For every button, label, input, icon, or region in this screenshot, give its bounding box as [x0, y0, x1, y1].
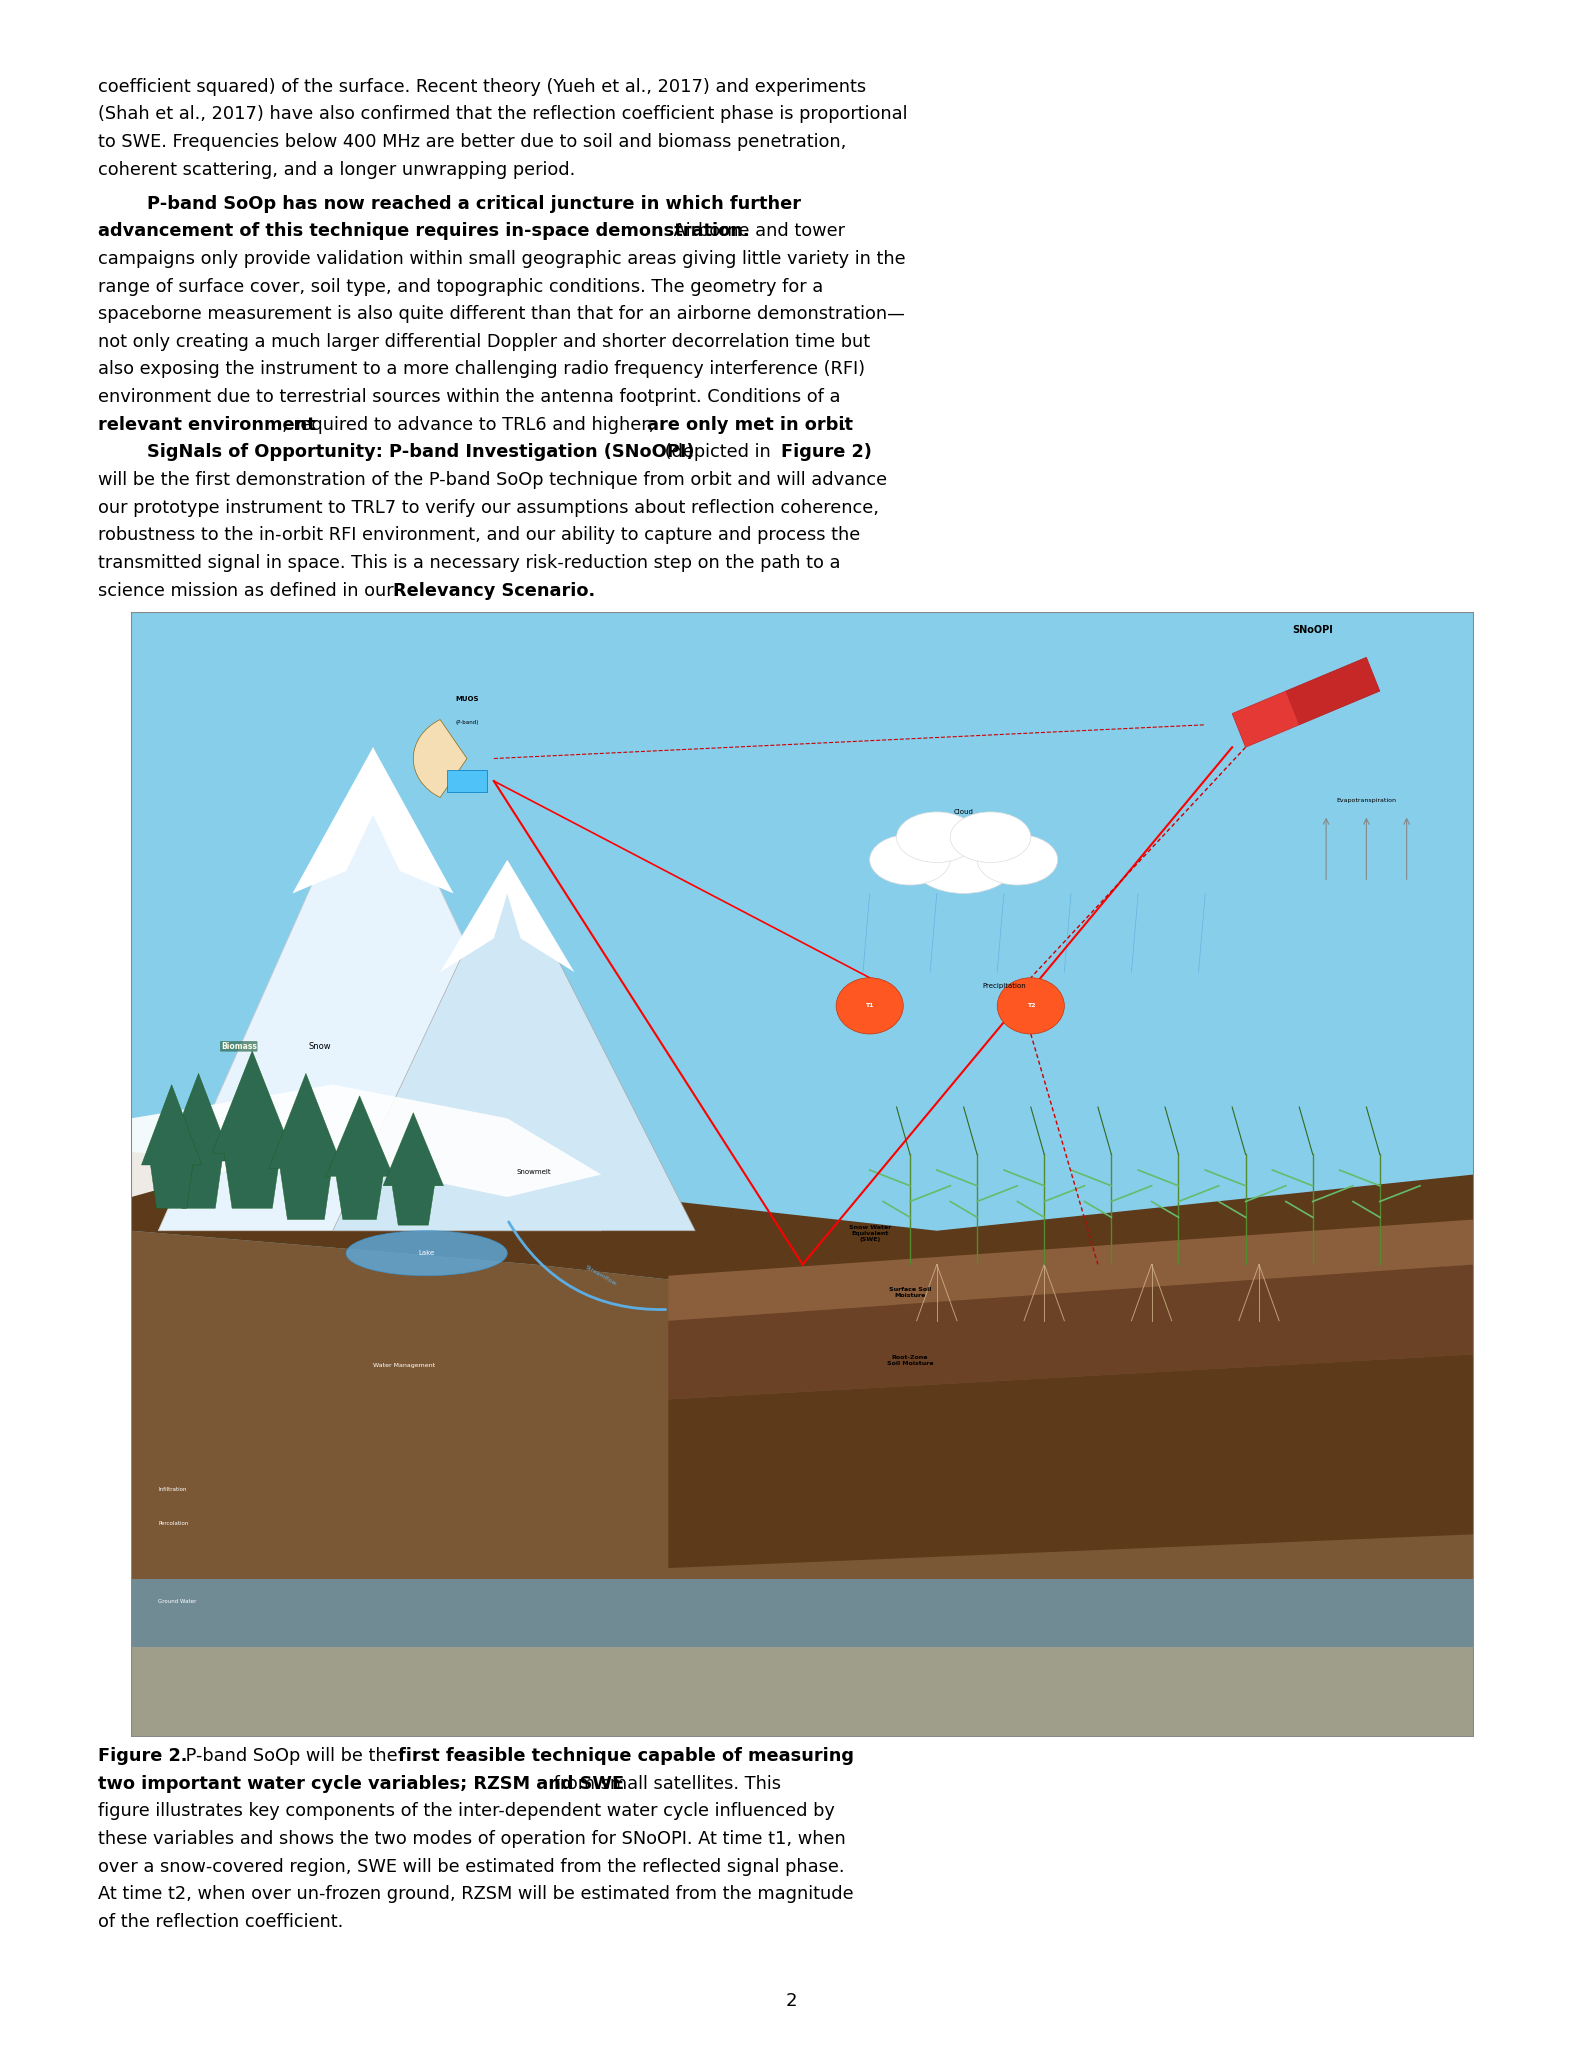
Text: Snowmelt: Snowmelt	[516, 1169, 551, 1174]
Text: coefficient squared) of the surface. Recent theory (Yueh et al., 2017) and exper: coefficient squared) of the surface. Rec…	[98, 78, 866, 96]
Ellipse shape	[950, 811, 1031, 862]
Ellipse shape	[896, 811, 977, 862]
Text: environment due to terrestrial sources within the antenna footprint. Conditions : environment due to terrestrial sources w…	[98, 387, 841, 406]
Text: figure illustrates key components of the inter-dependent water cycle influenced : figure illustrates key components of the…	[98, 1802, 834, 1821]
Polygon shape	[131, 1085, 602, 1196]
Polygon shape	[383, 1112, 443, 1225]
Text: not only creating a much larger differential Doppler and shorter decorrelation t: not only creating a much larger differen…	[98, 332, 869, 350]
Polygon shape	[212, 1051, 293, 1208]
Text: Precipitation: Precipitation	[981, 983, 1026, 989]
Bar	[131, 1579, 1474, 1647]
Text: Snow Water
Equivalent
(SWE): Snow Water Equivalent (SWE)	[848, 1225, 891, 1241]
Text: Percolation: Percolation	[158, 1520, 188, 1526]
Text: MUOS: MUOS	[456, 696, 478, 702]
Text: Airborne and tower: Airborne and tower	[668, 221, 845, 240]
Ellipse shape	[977, 834, 1057, 885]
Text: T1: T1	[866, 1004, 874, 1008]
Text: from small satellites. This: from small satellites. This	[548, 1774, 782, 1792]
Text: 2: 2	[785, 1993, 798, 2009]
Ellipse shape	[869, 834, 950, 885]
Polygon shape	[1285, 657, 1380, 725]
Text: range of surface cover, soil type, and topographic conditions. The geometry for : range of surface cover, soil type, and t…	[98, 276, 823, 295]
Polygon shape	[293, 748, 454, 893]
Polygon shape	[668, 1219, 1474, 1321]
Text: our prototype instrument to TRL7 to verify our assumptions about reflection cohe: our prototype instrument to TRL7 to veri…	[98, 498, 879, 516]
Polygon shape	[440, 860, 575, 973]
Text: coherent scattering, and a longer unwrapping period.: coherent scattering, and a longer unwrap…	[98, 160, 575, 178]
Text: SigNals of Opportunity: P-band Investigation (SNoOPI): SigNals of Opportunity: P-band Investiga…	[98, 442, 695, 461]
FancyArrowPatch shape	[508, 1223, 665, 1309]
Polygon shape	[668, 1264, 1474, 1399]
Text: , required to advance to TRL6 and higher,: , required to advance to TRL6 and higher…	[282, 416, 660, 434]
Polygon shape	[141, 1085, 203, 1208]
Text: .: .	[841, 416, 845, 434]
Circle shape	[836, 977, 904, 1034]
Text: of the reflection coefficient.: of the reflection coefficient.	[98, 1913, 344, 1931]
Ellipse shape	[347, 1231, 507, 1276]
Text: Ground Water: Ground Water	[158, 1599, 196, 1604]
Polygon shape	[326, 1096, 393, 1219]
Polygon shape	[158, 748, 602, 1231]
Text: spaceborne measurement is also quite different than that for an airborne demonst: spaceborne measurement is also quite dif…	[98, 305, 904, 324]
Text: Evapotranspiration: Evapotranspiration	[1336, 799, 1396, 803]
Bar	[446, 770, 488, 793]
Polygon shape	[269, 1073, 344, 1219]
Circle shape	[997, 977, 1064, 1034]
Text: Infiltration: Infiltration	[158, 1487, 187, 1491]
Text: Biomass: Biomass	[222, 1042, 256, 1051]
Polygon shape	[1232, 690, 1300, 748]
Text: Cloud: Cloud	[953, 809, 974, 815]
Text: transmitted signal in space. This is a necessary risk-reduction step on the path: transmitted signal in space. This is a n…	[98, 553, 841, 571]
Text: P-band SoOp has now reached a critical juncture in which further: P-band SoOp has now reached a critical j…	[98, 195, 801, 213]
Text: P-band SoOp will be the: P-band SoOp will be the	[180, 1747, 404, 1765]
Text: (P-band): (P-band)	[456, 719, 478, 725]
Polygon shape	[668, 1354, 1474, 1569]
Text: two important water cycle variables; RZSM and SWE: two important water cycle variables; RZS…	[98, 1774, 624, 1792]
Text: Lake: Lake	[418, 1249, 435, 1255]
Text: also exposing the instrument to a more challenging radio frequency interference : also exposing the instrument to a more c…	[98, 360, 864, 379]
Text: T2: T2	[1026, 1004, 1035, 1008]
Text: over a snow-covered region, SWE will be estimated from the reflected signal phas: over a snow-covered region, SWE will be …	[98, 1858, 844, 1876]
Text: Figure 2): Figure 2)	[780, 442, 872, 461]
Text: Water Management: Water Management	[374, 1364, 435, 1368]
Polygon shape	[332, 860, 695, 1231]
Wedge shape	[413, 719, 467, 797]
Text: SNoOPI: SNoOPI	[1292, 625, 1333, 635]
Text: these variables and shows the two modes of operation for SNoOPI. At time t1, whe: these variables and shows the two modes …	[98, 1831, 845, 1847]
Text: are only met in orbit: are only met in orbit	[647, 416, 853, 434]
Text: science mission as defined in our: science mission as defined in our	[98, 582, 399, 600]
Text: At time t2, when over un-frozen ground, RZSM will be estimated from the magnitud: At time t2, when over un-frozen ground, …	[98, 1884, 853, 1903]
Text: will be the first demonstration of the P-band SoOp technique from orbit and will: will be the first demonstration of the P…	[98, 471, 886, 489]
Polygon shape	[165, 1073, 233, 1208]
Text: to SWE. Frequencies below 400 MHz are better due to soil and biomass penetration: to SWE. Frequencies below 400 MHz are be…	[98, 133, 845, 152]
Text: campaigns only provide validation within small geographic areas giving little va: campaigns only provide validation within…	[98, 250, 905, 268]
Polygon shape	[131, 1153, 1474, 1309]
Text: (Shah et al., 2017) have also confirmed that the reflection coefficient phase is: (Shah et al., 2017) have also confirmed …	[98, 104, 907, 123]
Text: Figure 2.: Figure 2.	[98, 1747, 187, 1765]
Text: robustness to the in-orbit RFI environment, and our ability to capture and proce: robustness to the in-orbit RFI environme…	[98, 526, 860, 545]
Text: Relevancy Scenario.: Relevancy Scenario.	[394, 582, 595, 600]
Text: first feasible technique capable of measuring: first feasible technique capable of meas…	[397, 1747, 853, 1765]
Text: Streamflow: Streamflow	[584, 1266, 617, 1286]
Bar	[131, 612, 1474, 1399]
Text: (depicted in: (depicted in	[659, 442, 776, 461]
Ellipse shape	[910, 825, 1018, 893]
Text: Snow: Snow	[309, 1042, 331, 1051]
Text: advancement of this technique requires in-space demonstration.: advancement of this technique requires i…	[98, 221, 749, 240]
Text: Root-Zone
Soil Moisture: Root-Zone Soil Moisture	[886, 1356, 934, 1366]
Text: relevant environment: relevant environment	[98, 416, 315, 434]
Bar	[131, 1647, 1474, 1737]
Polygon shape	[131, 1231, 1474, 1737]
Text: Surface Soil
Moisture: Surface Soil Moisture	[888, 1288, 931, 1298]
